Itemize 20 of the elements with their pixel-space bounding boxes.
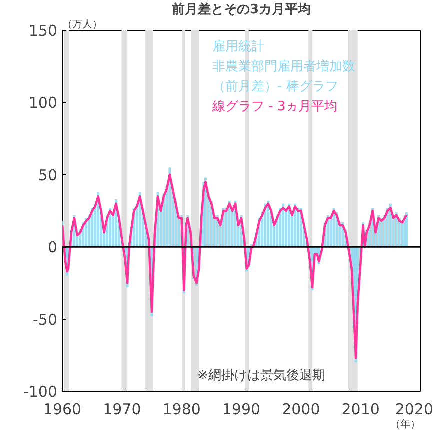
y-tick-label: 100: [28, 94, 58, 112]
y-axis-title: （万人）: [62, 20, 102, 30]
text: 非農業部門雇用者増加数（前月差）- 棒グラフ: [212, 58, 356, 94]
legend-title: 雇用統計: [212, 38, 264, 54]
x-tick-label: 2010: [342, 400, 380, 418]
y-tick-label: -50: [33, 310, 58, 329]
chart-title: 前月差とその3カ月平均: [170, 2, 312, 18]
x-tick-label: 2020: [395, 400, 433, 418]
x-tick-label: 1960: [43, 400, 82, 418]
y-tick-label: -100: [23, 383, 58, 401]
x-tick-label: 1990: [222, 400, 261, 418]
x-axis-title: （年）: [390, 418, 420, 430]
y-tick-label: 0: [48, 238, 58, 257]
text: 線グラフ - 3ヵ月平均: [212, 100, 338, 114]
x-tick-label: 1980: [162, 400, 201, 418]
x-tick-label: 2000: [282, 400, 320, 418]
x-tick-label: 1970: [103, 400, 142, 418]
y-tick-label: 50: [38, 166, 58, 184]
annotation: ※網掛けは景気後退期: [198, 368, 326, 384]
y-tick-label: 150: [28, 22, 58, 40]
